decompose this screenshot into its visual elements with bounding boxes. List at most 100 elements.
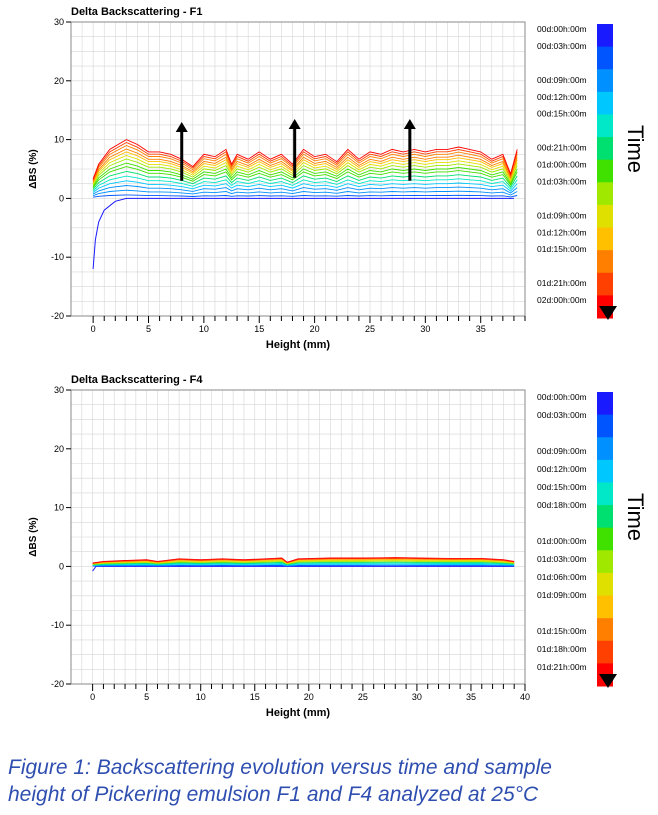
time-legend-label: 01d:00h:00m bbox=[537, 536, 587, 546]
color-bar-segment bbox=[597, 227, 613, 251]
y-tick-label: -20 bbox=[51, 679, 64, 689]
series-line bbox=[92, 175, 518, 192]
y-tick-label: 10 bbox=[54, 135, 64, 145]
chart-f1-svg: Delta Backscattering - F1 -20 -10 0 10 20 30 0 5… bbox=[28, 6, 648, 351]
x-tick-label: 0 bbox=[91, 324, 96, 334]
time-legend-label: 01d:00h:00m bbox=[537, 160, 587, 170]
y-axis-label: ΔBS (%) bbox=[28, 149, 39, 188]
time-legend-label: 01d:15h:00m bbox=[537, 244, 587, 254]
time-legend-label: 00d:15h:00m bbox=[537, 109, 587, 119]
series-line bbox=[92, 559, 515, 565]
x-tick-label: 40 bbox=[520, 692, 530, 702]
color-bar-segment bbox=[597, 572, 613, 597]
y-tick-label: -10 bbox=[51, 252, 64, 262]
color-bar-segment bbox=[597, 550, 613, 574]
series-line bbox=[92, 564, 515, 567]
series-line bbox=[92, 151, 518, 184]
color-bar-segment bbox=[597, 204, 613, 229]
color-bar-segment bbox=[597, 392, 613, 416]
color-bar-segment bbox=[597, 46, 613, 70]
series-line bbox=[92, 148, 518, 183]
y-tick-label: 0 bbox=[59, 561, 64, 571]
plot-frame bbox=[70, 21, 526, 317]
x-tick-label: 35 bbox=[476, 324, 486, 334]
y-tick-label: 20 bbox=[54, 444, 64, 454]
series-line bbox=[92, 197, 514, 270]
time-legend-label: 00d:18h:00m bbox=[537, 500, 587, 510]
color-bar-segment bbox=[597, 527, 613, 551]
trend-arrow-head bbox=[175, 121, 188, 132]
chart-title: Delta Backscattering - F4 bbox=[71, 374, 203, 386]
series-line bbox=[92, 145, 518, 181]
time-legend-label: 01d:12h:00m bbox=[537, 227, 587, 237]
color-bar-segment bbox=[597, 482, 613, 506]
color-bar-segment bbox=[597, 250, 613, 274]
series-line bbox=[92, 141, 518, 180]
x-tick-label: 0 bbox=[90, 692, 95, 702]
x-tick-label: 15 bbox=[254, 324, 264, 334]
series-line bbox=[92, 180, 518, 193]
y-tick-label: 30 bbox=[54, 17, 64, 27]
series-line bbox=[92, 170, 518, 190]
series-line bbox=[92, 158, 518, 186]
time-legend-label: 01d:09h:00m bbox=[537, 210, 587, 220]
trend-arrow-head bbox=[403, 119, 416, 130]
color-bar-segment bbox=[597, 91, 613, 115]
x-tick-label: 10 bbox=[196, 692, 206, 702]
time-legend-label: 01d:18h:00m bbox=[537, 644, 587, 654]
caption-line-2: height of Pickering emulsion F1 and F4 a… bbox=[8, 783, 539, 806]
x-axis-label: Height (mm) bbox=[266, 339, 331, 351]
series-line bbox=[92, 166, 518, 189]
series-line bbox=[92, 139, 518, 179]
color-bar-segment bbox=[597, 69, 613, 93]
time-legend-label: 00d:15h:00m bbox=[537, 482, 587, 492]
chart-title: Delta Backscattering - F1 bbox=[71, 6, 202, 18]
series-line bbox=[92, 558, 515, 565]
color-bar-segment bbox=[597, 618, 613, 642]
series-line bbox=[92, 562, 515, 566]
series-line bbox=[92, 561, 515, 566]
time-label: Time bbox=[623, 125, 648, 173]
time-arrow-icon bbox=[599, 306, 617, 320]
x-tick-label: 35 bbox=[466, 692, 476, 702]
color-bar-segment bbox=[597, 182, 613, 206]
x-tick-label: 5 bbox=[146, 324, 151, 334]
time-legend-label: 01d:03h:00m bbox=[537, 176, 587, 186]
x-tick-label: 20 bbox=[310, 324, 320, 334]
time-legend-label: 00d:12h:00m bbox=[537, 92, 587, 102]
y-tick-label: -10 bbox=[51, 620, 64, 630]
figure-caption: Figure 1: Backscattering evolution versu… bbox=[8, 754, 653, 808]
series-line bbox=[92, 560, 515, 565]
y-tick-label: 20 bbox=[54, 76, 64, 86]
series-line bbox=[92, 558, 515, 564]
series-line bbox=[93, 194, 518, 198]
time-label: Time bbox=[623, 493, 648, 541]
series-line bbox=[92, 189, 518, 197]
color-bar-segment bbox=[597, 595, 613, 619]
chart-f1: Delta Backscattering - F1 -20 -10 0 10 20 30 0 5… bbox=[0, 0, 658, 372]
time-legend-label: 00d:21h:00m bbox=[537, 143, 587, 153]
x-tick-label: 30 bbox=[412, 692, 422, 702]
time-arrow-icon bbox=[599, 674, 617, 688]
color-bar-segment bbox=[597, 159, 613, 183]
trend-arrow-head bbox=[288, 119, 301, 130]
color-bar-segment bbox=[597, 640, 613, 664]
color-bar-segment bbox=[597, 137, 613, 161]
series-line bbox=[92, 162, 518, 187]
x-tick-label: 25 bbox=[358, 692, 368, 702]
color-bar-segment bbox=[597, 505, 613, 529]
color-bar-segment bbox=[597, 114, 613, 138]
time-legend-label: 00d:12h:00m bbox=[537, 464, 587, 474]
y-axis-label: ΔBS (%) bbox=[28, 517, 39, 556]
time-legend-label: 00d:00h:00m bbox=[537, 392, 587, 402]
color-bar-segment bbox=[597, 272, 613, 296]
series-line bbox=[92, 185, 518, 195]
color-bar-segment bbox=[597, 24, 613, 48]
x-tick-label: 15 bbox=[250, 692, 260, 702]
x-tick-label: 25 bbox=[365, 324, 375, 334]
chart-f4: Delta Backscattering - F4 -20 -10 0 10 20 30 0 5… bbox=[0, 368, 658, 740]
color-bar-segment bbox=[597, 414, 613, 438]
x-tick-label: 10 bbox=[199, 324, 209, 334]
time-legend-label: 00d:00h:00m bbox=[537, 24, 587, 34]
series-line bbox=[92, 565, 515, 572]
